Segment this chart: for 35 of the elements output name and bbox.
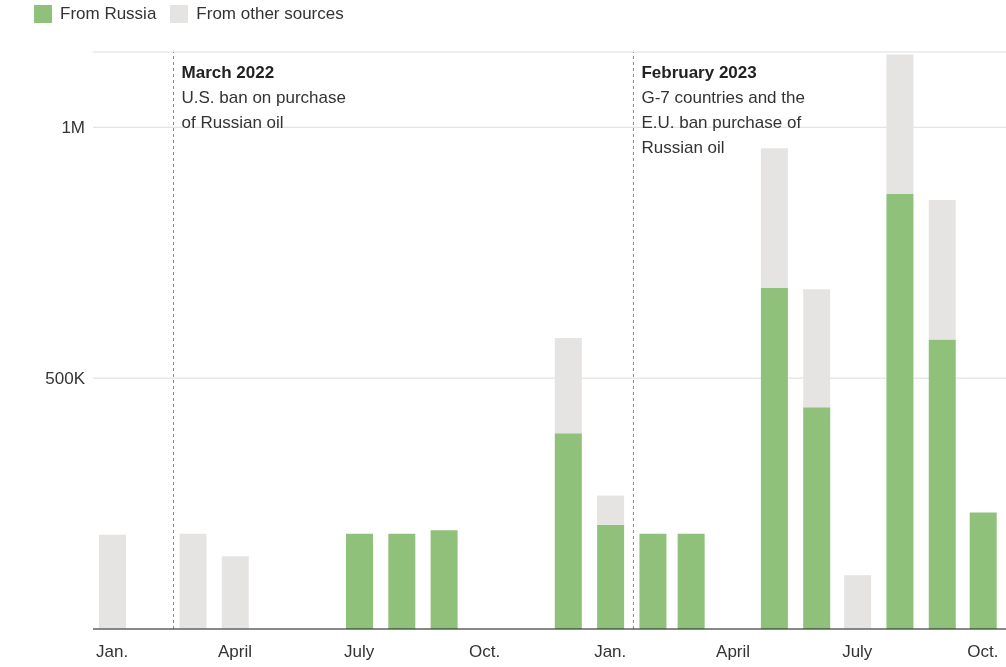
- annotation: G-7 countries and the E.U. ban purchase of Russian oil: [641, 88, 805, 158]
- bar: [677, 533, 705, 629]
- bar: [760, 287, 788, 629]
- y-tick-label: 500K: [45, 369, 86, 389]
- bar: [554, 433, 582, 629]
- bar: [803, 407, 831, 629]
- bar: [928, 339, 956, 629]
- y-tick-label: 1M: [61, 118, 85, 138]
- annotation: U.S. ban on purchase of Russian oil: [181, 88, 346, 133]
- x-tick-label: Oct.: [967, 642, 999, 662]
- x-tick-label: July: [344, 642, 375, 662]
- bar: [99, 534, 126, 629]
- bar: [346, 533, 374, 629]
- x-tick-label: April: [217, 642, 252, 662]
- x-tick-label: April: [716, 642, 751, 662]
- x-tick-label: Jan.: [96, 642, 129, 662]
- bar: [597, 495, 625, 525]
- bar: [221, 556, 249, 629]
- bar: [844, 575, 872, 629]
- bar: [639, 533, 667, 629]
- ref-line-label: February 2023: [641, 63, 757, 82]
- x-tick-label: Oct.: [469, 642, 501, 662]
- bar: [928, 200, 956, 340]
- ref-line-label: March 2022: [181, 63, 275, 82]
- legend-label: From other sources: [196, 4, 344, 24]
- bar: [388, 533, 416, 629]
- bar: [969, 512, 997, 629]
- x-tick-label: Jan.: [594, 642, 627, 662]
- legend-label: From Russia: [60, 4, 157, 24]
- bar: [430, 530, 458, 629]
- bar: [760, 148, 788, 288]
- x-tick-label: July: [842, 642, 873, 662]
- bar: [597, 524, 625, 629]
- bar: [179, 533, 207, 629]
- bar: [886, 193, 914, 629]
